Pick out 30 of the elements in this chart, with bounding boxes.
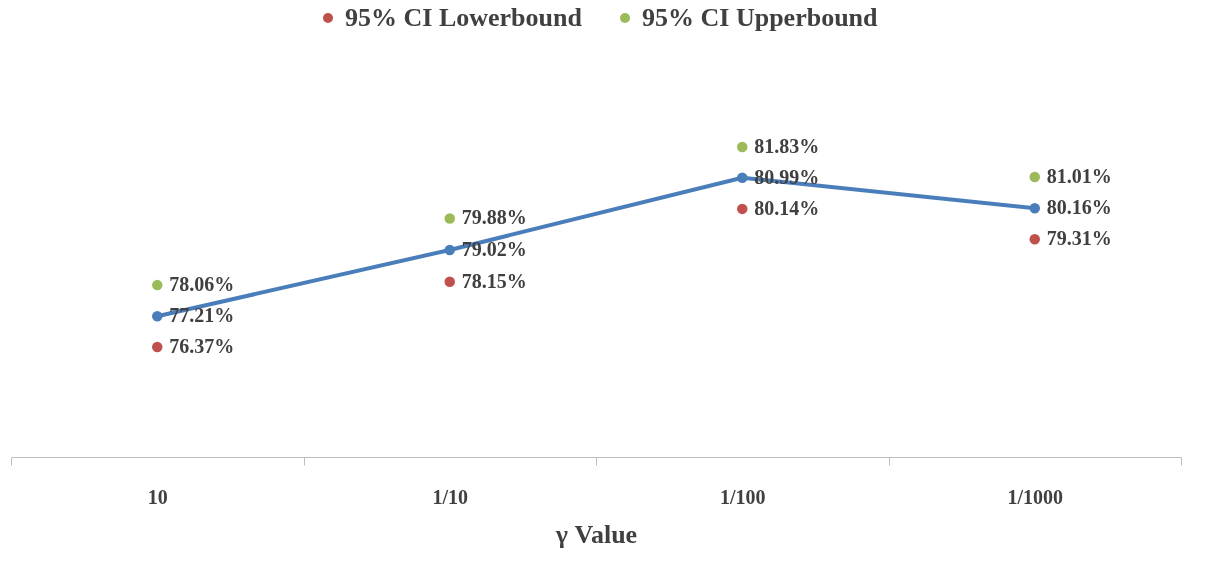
data-label: 77.21% xyxy=(169,304,235,327)
point xyxy=(1029,171,1040,183)
x-tick-label: 1/10 xyxy=(432,485,469,508)
data-label: 79.31% xyxy=(1046,227,1112,250)
data-label: 80.14% xyxy=(754,196,820,219)
point xyxy=(1029,202,1040,214)
point xyxy=(737,141,748,153)
legend-label: 95% CI Upperbound xyxy=(642,3,879,32)
point xyxy=(444,276,455,288)
data-label: 80.16% xyxy=(1046,196,1112,219)
data-label: 78.15% xyxy=(461,269,527,292)
point xyxy=(444,213,455,224)
data-label: 79.88% xyxy=(461,206,527,229)
data-label: 81.01% xyxy=(1046,165,1112,188)
point xyxy=(152,311,163,322)
data-label: 81.83% xyxy=(754,135,820,157)
x-axis-title: γ Value xyxy=(554,519,638,549)
data-label: 76.37% xyxy=(169,335,235,357)
legend-label: 95% CI Lowerbound xyxy=(345,3,583,32)
x-tick-label: 10 xyxy=(147,485,168,508)
x-tick-label: 1/100 xyxy=(719,485,766,508)
data-label: 78.06% xyxy=(169,273,235,296)
point xyxy=(737,172,748,183)
data-label: 79.02% xyxy=(461,237,527,260)
point xyxy=(1029,234,1040,245)
x-tick-label: 1/1000 xyxy=(1007,485,1064,508)
point xyxy=(444,244,455,256)
point xyxy=(152,279,163,291)
point xyxy=(737,203,748,215)
point xyxy=(152,341,163,353)
